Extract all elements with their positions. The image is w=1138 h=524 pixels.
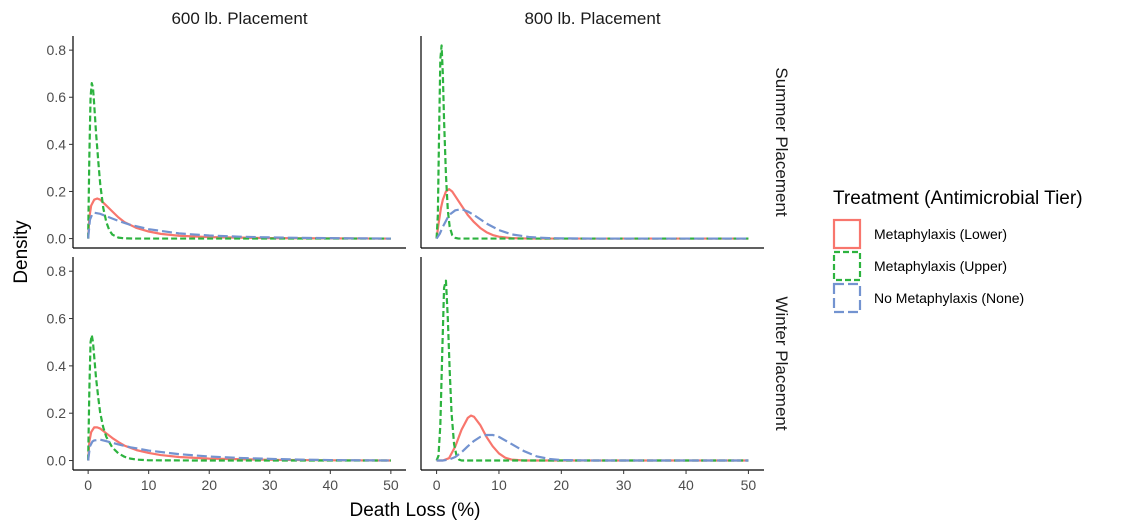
series-line (87, 82, 391, 240)
x-tick-label: 10 (141, 477, 157, 493)
series-line (436, 414, 749, 462)
row-strip-label: Summer Placement (772, 67, 791, 217)
y-tick-label: 0.0 (47, 231, 67, 247)
series-line (435, 208, 749, 240)
legend-item: No Metaphylaxis (None) (832, 282, 1024, 314)
x-tick-label: 10 (491, 477, 507, 493)
series-line (87, 426, 391, 462)
legend-key (832, 250, 862, 282)
y-tick-label: 0.0 (47, 453, 67, 469)
legend-key (832, 282, 862, 314)
y-axis-title: Density (11, 220, 32, 284)
legend-label: Metaphylaxis (Lower) (874, 226, 1007, 242)
series-line (87, 334, 391, 462)
panel-winter-800 (420, 257, 764, 471)
panel-winter-600 (72, 257, 406, 471)
column-strip-label: 800 lb. Placement (524, 9, 660, 28)
column-strip-label: 600 lb. Placement (171, 9, 307, 28)
y-tick-label: 0.4 (47, 358, 67, 374)
panels-layer (72, 36, 764, 471)
x-tick-label: 0 (84, 477, 92, 493)
series-line (87, 197, 391, 240)
legend-title: Treatment (Antimicrobial Tier) (833, 188, 1083, 209)
x-tick-label: 50 (383, 477, 399, 493)
axes-layer: 0.0 0.2 0.4 0.6 0.8 0.0 0.2 0.4 0.6 0.8 0 10 20 30 40 5… (47, 42, 757, 493)
legend: Treatment (Antimicrobial Tier) Metaphyla… (832, 188, 1083, 314)
series-line (436, 433, 749, 462)
series-line (87, 211, 391, 240)
y-tick-label: 0.8 (47, 42, 67, 58)
x-tick-label: 20 (554, 477, 570, 493)
x-tick-label: 0 (433, 477, 441, 493)
series-line (87, 438, 391, 462)
legend-label: No Metaphylaxis (None) (874, 290, 1024, 306)
panel-summer-800 (420, 36, 764, 249)
y-tick-label: 0.6 (47, 89, 67, 105)
x-axis-title: Death Loss (%) (350, 500, 481, 521)
x-tick-label: 40 (323, 477, 339, 493)
series-line (435, 279, 749, 462)
y-tick-label: 0.2 (47, 183, 67, 199)
legend-item: Metaphylaxis (Upper) (832, 250, 1007, 282)
facet-strips: 600 lb. Placement 800 lb. Placement Summer… (171, 9, 791, 431)
y-tick-label: 0.2 (47, 405, 67, 421)
y-tick-label: 0.4 (47, 136, 67, 152)
legend-key (832, 218, 862, 250)
y-tick-label: 0.8 (47, 263, 67, 279)
legend-label: Metaphylaxis (Upper) (874, 258, 1007, 274)
x-tick-label: 40 (678, 477, 694, 493)
x-tick-label: 30 (616, 477, 632, 493)
series-line (435, 44, 749, 240)
y-tick-label: 0.6 (47, 311, 67, 327)
x-tick-label: 20 (201, 477, 217, 493)
legend-item: Metaphylaxis (Lower) (832, 218, 1007, 250)
legend-items: Metaphylaxis (Lower) Metaphylaxis (Upper)… (832, 218, 1024, 314)
series-line (435, 188, 749, 240)
x-tick-label: 50 (741, 477, 757, 493)
row-strip-label: Winter Placement (772, 296, 791, 430)
panel-summer-600 (72, 36, 406, 249)
x-tick-label: 30 (262, 477, 278, 493)
